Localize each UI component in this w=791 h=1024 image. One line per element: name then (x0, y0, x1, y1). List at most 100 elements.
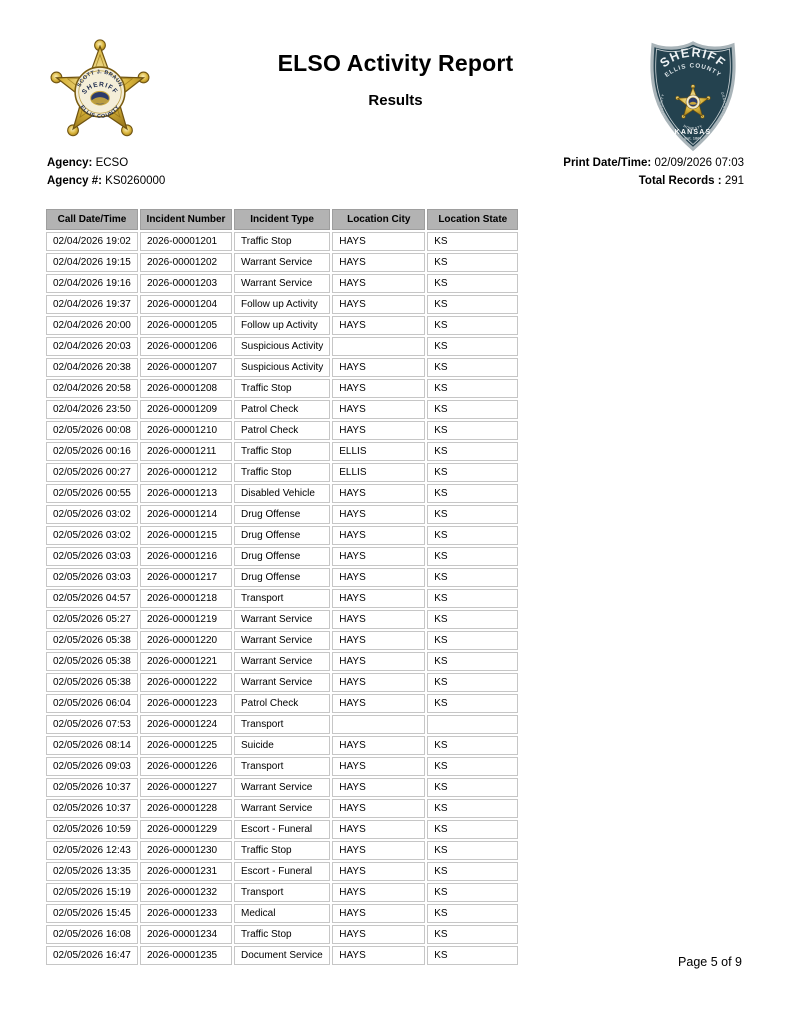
table-cell: 2026-00001222 (140, 673, 232, 692)
table-cell: 02/05/2026 12:43 (46, 841, 138, 860)
table-cell: 2026-00001202 (140, 253, 232, 272)
table-row: 02/05/2026 16:08 2026-00001234 Traffic Sto… (46, 925, 519, 944)
table-cell: 2026-00001225 (140, 736, 232, 755)
table-cell: 2026-00001234 (140, 925, 232, 944)
table-cell: Patrol Check (234, 421, 331, 440)
report-title-block: ELSO Activity Report Results (0, 50, 791, 109)
table-cell: 2026-00001203 (140, 274, 232, 293)
table-cell: HAYS (332, 232, 426, 251)
table-row: 02/05/2026 06:04 2026-00001223 Patrol Chec… (46, 694, 519, 713)
table-cell: Disabled Vehicle (234, 484, 331, 503)
table-cell: 2026-00001228 (140, 799, 232, 818)
table-row: 02/05/2026 05:27 2026-00001219 Warrant Ser… (46, 610, 519, 629)
table-cell: KS (427, 505, 519, 524)
table-cell: Warrant Service (234, 274, 331, 293)
table-cell: HAYS (332, 652, 426, 671)
table-cell: 2026-00001209 (140, 400, 232, 419)
table-row: 02/05/2026 08:14 2026-00001225 Suicide HAYS… (46, 736, 519, 755)
table-cell: Drug Offense (234, 547, 331, 566)
table-cell (332, 715, 426, 734)
agency-value: ECSO (95, 157, 129, 169)
table-cell: Transport (234, 589, 331, 608)
table-cell: HAYS (332, 904, 426, 923)
column-header: Location City (332, 209, 426, 230)
table-cell: HAYS (332, 316, 426, 335)
print-datetime-value: 02/09/2026 07:03 (654, 157, 744, 169)
table-cell: HAYS (332, 484, 426, 503)
table-cell: Suspicious Activity (234, 337, 331, 356)
table-cell: KS (427, 421, 519, 440)
shield-badge-kansas-text: KANSAS (675, 129, 712, 136)
total-records-label: Total Records : (638, 175, 722, 187)
table-row: 02/04/2026 19:15 2026-00001202 Warrant Ser… (46, 253, 519, 272)
table-cell: KS (427, 673, 519, 692)
table-cell: HAYS (332, 820, 426, 839)
table-cell: Traffic Stop (234, 442, 331, 461)
table-cell: HAYS (332, 274, 426, 293)
table-cell: Drug Offense (234, 526, 331, 545)
table-row: 02/04/2026 20:58 2026-00001208 Traffic Sto… (46, 379, 519, 398)
table-cell: 2026-00001230 (140, 841, 232, 860)
table-cell: KS (427, 400, 519, 419)
table-cell: HAYS (332, 757, 426, 776)
table-cell: 02/05/2026 16:08 (46, 925, 138, 944)
table-row: 02/05/2026 15:19 2026-00001232 Transport HA… (46, 883, 519, 902)
table-cell: Traffic Stop (234, 379, 331, 398)
table-row: 02/05/2026 00:08 2026-00001210 Patrol Chec… (46, 421, 519, 440)
table-cell: 02/05/2026 04:57 (46, 589, 138, 608)
table-cell: KS (427, 232, 519, 251)
agency-number-value: KS0260000 (105, 175, 166, 187)
table-cell: 2026-00001212 (140, 463, 232, 482)
svg-text:HONESTY: HONESTY (683, 124, 704, 131)
table-cell: HAYS (332, 295, 426, 314)
table-cell: 2026-00001220 (140, 631, 232, 650)
table-cell: 2026-00001231 (140, 862, 232, 881)
table-cell: 02/05/2026 05:38 (46, 631, 138, 650)
table-cell: Traffic Stop (234, 841, 331, 860)
table-row: 02/05/2026 03:03 2026-00001216 Drug Offens… (46, 547, 519, 566)
table-cell (427, 715, 519, 734)
table-cell: KS (427, 337, 519, 356)
table-cell: Warrant Service (234, 652, 331, 671)
table-cell: 02/04/2026 19:15 (46, 253, 138, 272)
table-cell: 2026-00001219 (140, 610, 232, 629)
table-cell: 2026-00001233 (140, 904, 232, 923)
table-cell: Transport (234, 757, 331, 776)
table-cell: 02/04/2026 20:00 (46, 316, 138, 335)
table-cell: 02/04/2026 19:37 (46, 295, 138, 314)
activity-table-body: 02/04/2026 19:02 2026-00001201 Traffic Sto… (46, 232, 519, 965)
table-cell: 02/05/2026 03:03 (46, 547, 138, 566)
table-cell: 2026-00001207 (140, 358, 232, 377)
table-cell: 02/04/2026 20:38 (46, 358, 138, 377)
shield-badge-est-text: Est. 1867 (684, 136, 702, 141)
table-cell: 02/05/2026 03:02 (46, 505, 138, 524)
table-cell: 02/04/2026 19:16 (46, 274, 138, 293)
table-cell: 2026-00001208 (140, 379, 232, 398)
table-cell: 02/05/2026 16:47 (46, 946, 138, 965)
table-cell: 2026-00001221 (140, 652, 232, 671)
table-cell: KS (427, 778, 519, 797)
table-cell: HAYS (332, 862, 426, 881)
table-cell: HAYS (332, 505, 426, 524)
table-cell: Suicide (234, 736, 331, 755)
table-cell: 02/05/2026 00:16 (46, 442, 138, 461)
table-cell: Drug Offense (234, 505, 331, 524)
table-row: 02/05/2026 09:03 2026-00001226 Transport HA… (46, 757, 519, 776)
table-cell: KS (427, 757, 519, 776)
table-cell: KS (427, 652, 519, 671)
table-cell: KS (427, 442, 519, 461)
table-cell: KS (427, 274, 519, 293)
page-number: Page 5 of 9 (678, 955, 742, 969)
shield-badge-integrity-text: INTEGRITY (660, 93, 667, 118)
table-header-row: Call Date/Time Incident Number Incident Ty… (46, 209, 519, 230)
table-cell: 02/05/2026 06:04 (46, 694, 138, 713)
table-cell: 2026-00001227 (140, 778, 232, 797)
table-cell: 2026-00001226 (140, 757, 232, 776)
column-header: Incident Number (140, 209, 232, 230)
table-cell: Patrol Check (234, 694, 331, 713)
table-cell: Warrant Service (234, 610, 331, 629)
table-cell: KS (427, 295, 519, 314)
table-cell: 02/05/2026 08:14 (46, 736, 138, 755)
table-cell: Drug Offense (234, 568, 331, 587)
table-cell: 2026-00001214 (140, 505, 232, 524)
